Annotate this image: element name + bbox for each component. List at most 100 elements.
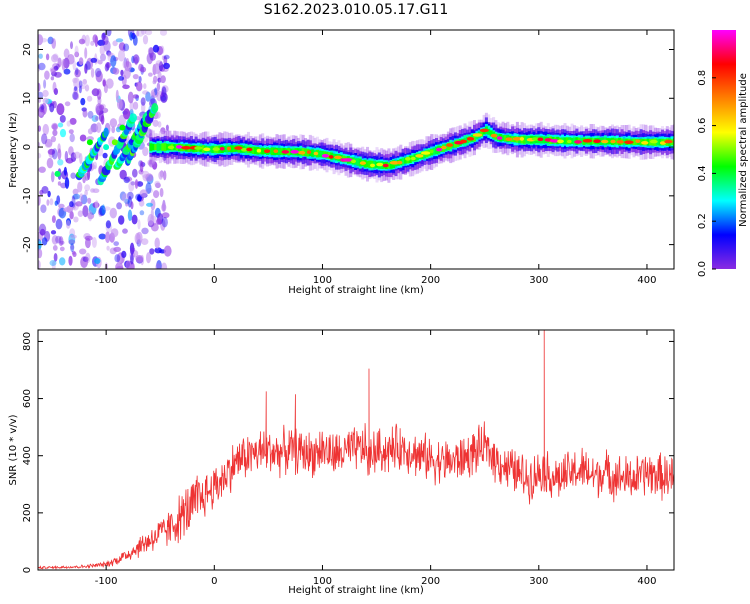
spectrogram-cell [157,77,162,83]
spectrogram-cell [91,88,100,97]
spectrogram-cell [41,186,49,194]
spectrogram-cell [46,199,50,206]
spectrogram-cell [38,64,41,72]
snr-series [38,330,674,570]
spectrogram-peak [610,139,616,144]
spectrogram-cell [153,190,160,199]
spectrogram-cell [163,54,170,60]
spectrogram-cell [622,138,626,145]
spectrogram-peak [659,141,666,145]
spectrogram-cell [57,57,62,68]
spectrogram-cell [147,214,155,226]
spectrogram-cell [69,211,74,220]
spectrogram-cell [465,136,469,144]
spectrogram-peak [601,139,609,144]
spectrogram-cell [131,247,136,253]
spectrogram-cell [133,101,139,110]
spectrogram-cell [152,44,160,53]
spectrogram-cell [116,266,124,269]
spectrogram-cell [93,161,97,170]
spectrogram-cell [327,152,331,160]
spectrogram-cell [38,82,41,92]
spectrogram-cell [115,89,119,102]
spectrogram-cell [56,195,61,205]
spectrogram-peak [246,147,253,152]
spectrogram-cell [138,63,144,72]
spectrogram-peak [167,145,175,150]
spectrogram-cell [55,63,60,70]
spectrogram-cell [123,43,130,52]
spectrogram-cell [38,195,41,206]
spectrogram-peak [410,156,416,161]
spectrogram-cell [87,212,95,220]
spectrogram-cell [53,252,58,262]
spectrogram-cell [107,52,113,58]
spectrogram-cell [87,197,92,204]
spectrogram-cell [232,145,236,152]
spectrogram-cell [132,35,138,46]
spectrogram-x-ticks: -100 0 100 200 300 400 [95,30,657,286]
spectrogram-cell [47,36,54,45]
spectrogram-cell [50,171,55,183]
snr-x-ticks: -100 0 100 200 300 400 [95,330,657,587]
spectrogram-cell [77,210,84,217]
spectrogram-cell [87,110,94,119]
spectrogram-cell [563,137,567,145]
spectrogram-cell [59,115,66,123]
spectrogram-cell [80,97,86,106]
spectrogram-cell [95,116,99,121]
spectrogram-peak [54,170,61,177]
spectrogram-peak [505,137,513,141]
spectrogram-cell [68,255,73,266]
spectrogram-cell [50,76,55,81]
spectrogram-cell [473,133,476,142]
spectrogram-cell [50,230,57,235]
spectrogram-cell [38,111,44,116]
spectrogram-peak [512,137,523,141]
spectrogram-peak [219,146,225,151]
spectrogram-cell [61,58,66,71]
spectrogram-cell [122,228,128,234]
colorbar-gradient [712,30,736,269]
spectrogram-cell [70,234,77,239]
colorbar-tick-label: 0.0 [697,261,708,277]
spectrogram-cell [55,235,62,244]
spectrogram-cell [57,159,64,166]
spectrogram-cell [109,118,118,128]
spectrogram-cell [156,218,162,225]
spectrogram-cell [113,241,119,247]
spectrogram-cell [112,67,120,75]
x-tick-label: -100 [95,576,118,587]
spectrogram-cell [156,82,161,92]
spectrogram-cell [146,52,153,65]
spectrogram-cell [154,144,158,151]
spectrogram-cell [270,147,274,156]
spectrogram-cell [142,90,149,95]
spectrogram-cell [114,254,121,263]
spectrogram-cell [91,115,99,122]
spectrogram-cell [136,30,145,37]
spectrogram-peak [415,154,424,158]
spectrogram-cell [73,77,80,89]
spectrogram-cell [87,128,93,135]
y-tick-label: 400 [22,446,33,465]
spectrogram-peak [537,137,544,142]
y-tick-label: 800 [22,332,33,351]
spectrogram-cell [112,40,118,47]
spectrogram-cell [84,34,90,47]
spectrogram-cell [70,172,76,179]
spectrogram-cell [69,117,77,125]
spectrogram-cell [121,250,127,258]
spectrogram-cell [118,215,125,225]
spectrogram-cell [55,218,63,230]
spectrogram-cell [404,157,407,164]
spectrogram-peak [176,145,183,149]
spectrogram-cell [57,181,62,186]
spectrogram-cell [110,228,119,238]
spectrogram-cell [366,161,369,168]
spectrogram-cell [38,223,47,236]
spectrogram-cell [69,133,75,143]
spectrogram-peak [441,145,447,150]
spectrogram-peak [446,143,454,147]
